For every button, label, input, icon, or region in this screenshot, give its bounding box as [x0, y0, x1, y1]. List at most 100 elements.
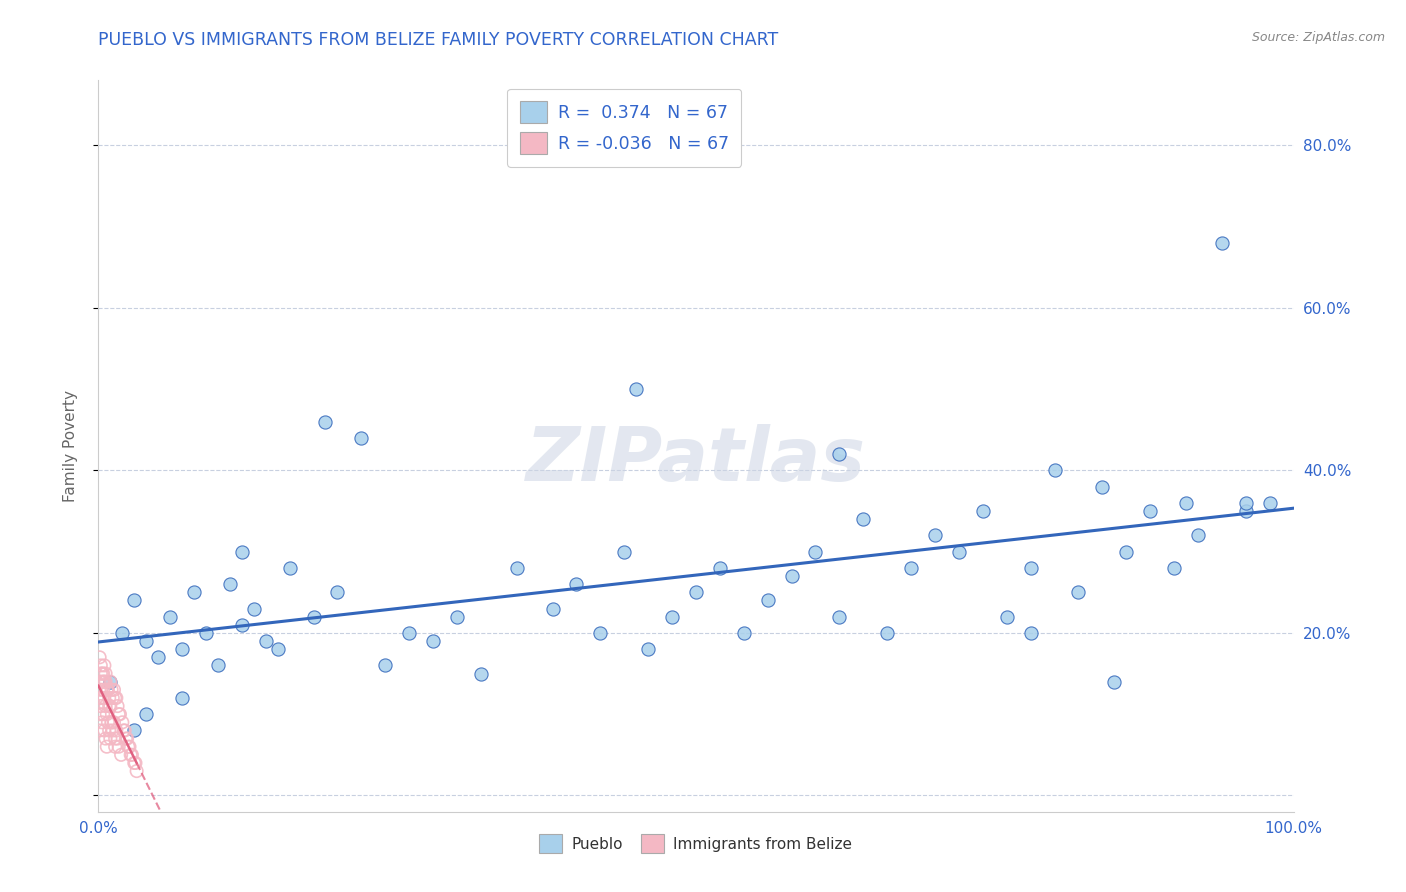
Point: [94, 666, 117, 681]
Point: [219, 577, 242, 591]
Legend: Pueblo, Immigrants from Belize: Pueblo, Immigrants from Belize: [533, 828, 859, 859]
Point: [254, 634, 277, 648]
Point: [89, 674, 111, 689]
Point: [101, 723, 124, 738]
Point: [350, 431, 373, 445]
Point: [96, 707, 118, 722]
Point: [1234, 496, 1257, 510]
Point: [398, 626, 420, 640]
Point: [1019, 561, 1042, 575]
Point: [98, 674, 122, 689]
Point: [1115, 544, 1137, 558]
Point: [1187, 528, 1209, 542]
Point: [117, 739, 139, 754]
Point: [172, 690, 194, 705]
Point: [89, 707, 111, 722]
Point: [1043, 463, 1066, 477]
Point: [828, 447, 851, 461]
Point: [613, 544, 636, 558]
Point: [107, 739, 129, 754]
Point: [995, 609, 1018, 624]
Point: [135, 634, 157, 648]
Text: ZIPatlas: ZIPatlas: [526, 424, 866, 497]
Point: [876, 626, 898, 640]
Point: [148, 650, 170, 665]
Point: [1234, 504, 1257, 518]
Point: [107, 731, 129, 746]
Point: [207, 658, 229, 673]
Point: [101, 690, 124, 705]
Point: [90, 682, 112, 697]
Point: [98, 699, 122, 714]
Point: [115, 731, 138, 746]
Point: [105, 723, 128, 738]
Point: [107, 699, 129, 714]
Point: [98, 731, 122, 746]
Point: [709, 561, 731, 575]
Point: [94, 731, 117, 746]
Point: [104, 731, 127, 746]
Point: [661, 609, 683, 624]
Point: [626, 382, 648, 396]
Point: [98, 674, 122, 689]
Point: [96, 739, 118, 754]
Point: [91, 674, 114, 689]
Point: [231, 544, 253, 558]
Point: [89, 723, 111, 738]
Point: [91, 666, 114, 681]
Point: [1067, 585, 1090, 599]
Point: [374, 658, 396, 673]
Point: [852, 512, 875, 526]
Point: [120, 747, 142, 762]
Point: [100, 682, 122, 697]
Point: [315, 415, 337, 429]
Point: [172, 642, 194, 657]
Point: [1104, 674, 1126, 689]
Point: [90, 666, 112, 681]
Point: [1139, 504, 1161, 518]
Point: [733, 626, 755, 640]
Point: [100, 715, 122, 730]
Point: [589, 626, 612, 640]
Point: [108, 707, 131, 722]
Text: PUEBLO VS IMMIGRANTS FROM BELIZE FAMILY POVERTY CORRELATION CHART: PUEBLO VS IMMIGRANTS FROM BELIZE FAMILY …: [98, 31, 779, 49]
Point: [243, 601, 266, 615]
Point: [96, 682, 118, 697]
Text: Source: ZipAtlas.com: Source: ZipAtlas.com: [1251, 31, 1385, 45]
Point: [93, 658, 115, 673]
Point: [97, 715, 120, 730]
Point: [1258, 496, 1281, 510]
Point: [94, 699, 117, 714]
Point: [159, 609, 181, 624]
Point: [91, 666, 114, 681]
Point: [111, 626, 134, 640]
Point: [115, 731, 138, 746]
Point: [98, 723, 121, 738]
Point: [125, 764, 148, 778]
Point: [124, 593, 146, 607]
Point: [93, 723, 115, 738]
Point: [103, 682, 125, 697]
Point: [111, 715, 134, 730]
Point: [1091, 480, 1114, 494]
Point: [105, 690, 128, 705]
Point: [278, 561, 301, 575]
Point: [1211, 235, 1233, 250]
Point: [114, 723, 136, 738]
Point: [685, 585, 707, 599]
Point: [107, 707, 129, 722]
Point: [90, 658, 112, 673]
Point: [124, 723, 146, 738]
Point: [124, 756, 146, 770]
Point: [135, 707, 157, 722]
Point: [93, 674, 115, 689]
Point: [90, 699, 112, 714]
Point: [470, 666, 492, 681]
Point: [103, 715, 125, 730]
Point: [118, 739, 141, 754]
Point: [828, 609, 851, 624]
Y-axis label: Family Poverty: Family Poverty: [63, 390, 77, 502]
Point: [972, 504, 994, 518]
Point: [326, 585, 349, 599]
Point: [506, 561, 529, 575]
